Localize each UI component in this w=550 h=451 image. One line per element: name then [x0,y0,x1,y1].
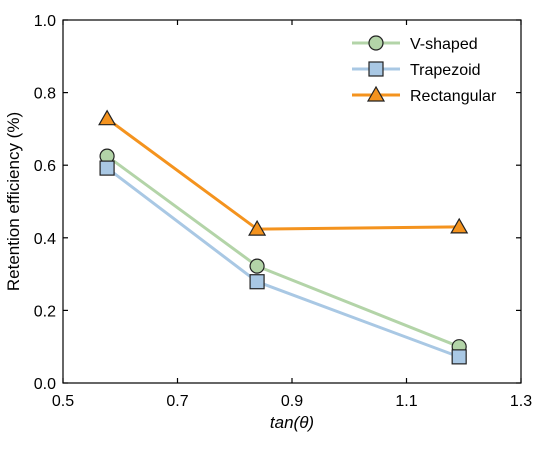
tick-labels: 0.5 0.7 0.9 1.1 1.3 0.0 0.2 0.4 0.6 0.8 1.0 [34,13,532,410]
x-tick-label: 0.7 [166,393,188,410]
y-tick-label: 0.4 [34,231,56,248]
data-point-trapezoid [99,160,115,176]
data-point-rectangular [450,217,469,234]
legend: V-shaped Trapezoid Rectangular [352,35,497,105]
series-line-rectangular [106,117,460,231]
y-tick-label: 0.8 [34,86,56,103]
x-tick-label: 0.5 [52,393,74,410]
x-axis-label: tan(θ) [270,413,314,432]
legend-label-rectangular: Rectangular [410,88,497,105]
x-tick-label: 1.1 [395,393,417,410]
legend-label-v-shaped: V-shaped [410,36,478,53]
data-point-rectangular [248,219,267,236]
data-point-v-shaped [249,258,265,274]
data-point-trapezoid [451,349,467,365]
data-point-trapezoid [249,274,265,290]
data-point-rectangular [98,109,117,126]
legend-marker-rectangular [366,85,386,102]
legend-marker-v-shaped [368,35,384,51]
y-tick-label: 0.6 [34,158,56,175]
y-axis-label: Retention efficiency (%) [4,112,23,291]
y-tick-label: 0.2 [34,303,56,320]
axis-ticks [62,19,522,384]
series-line-v-shaped [106,154,460,349]
legend-marker-trapezoid [368,61,384,77]
x-tick-label: 0.9 [281,393,303,410]
series-markers [98,109,469,365]
series-lines [106,117,460,359]
legend-label-trapezoid: Trapezoid [410,62,481,79]
y-tick-label: 1.0 [34,13,56,30]
x-tick-label: 1.3 [510,393,532,410]
y-tick-label: 0.0 [34,376,56,393]
